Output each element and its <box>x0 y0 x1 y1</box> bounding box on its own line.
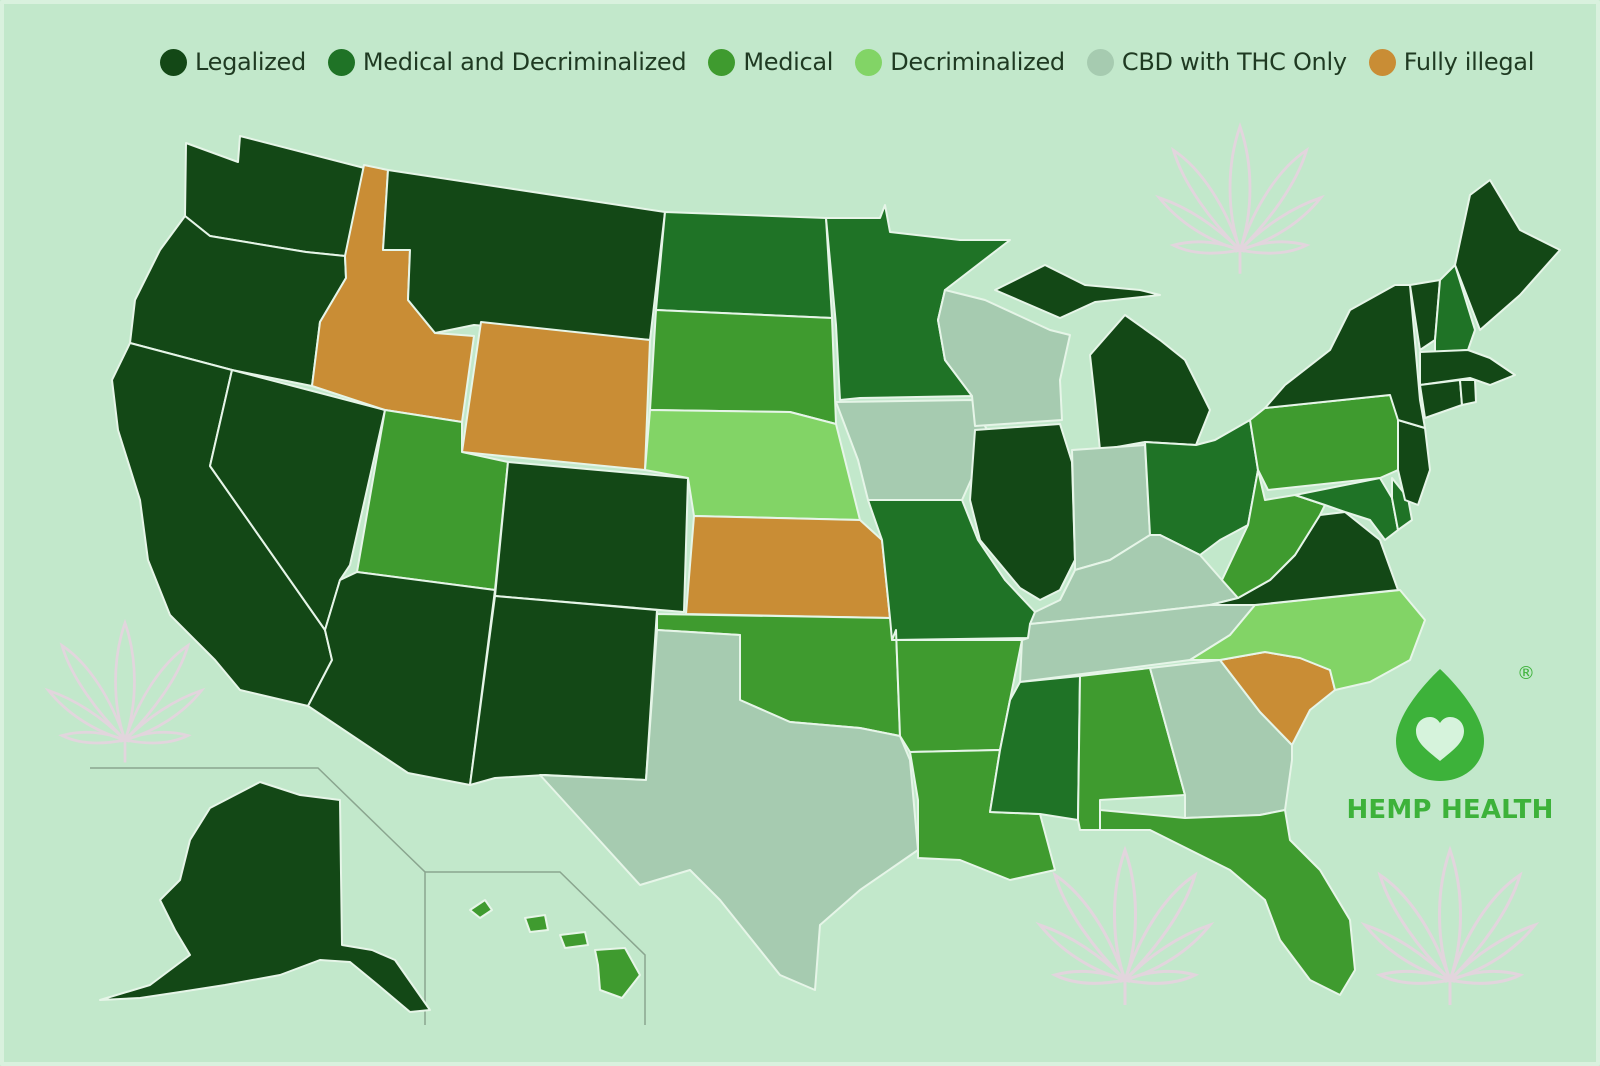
heart-drop-icon <box>1396 669 1484 781</box>
legend-swatch <box>327 48 355 76</box>
legend-label: Medical and Decriminalized <box>362 48 687 76</box>
hemp-leaf-icon <box>1157 125 1323 276</box>
legend-swatch <box>1368 48 1396 76</box>
legend-item-cbd-thc-only: CBD with THC Only <box>1086 48 1347 76</box>
state-illinois[interactable] <box>969 423 1076 601</box>
state-montana[interactable] <box>382 169 666 341</box>
legend-label: Medical <box>743 48 834 76</box>
inset-border <box>425 871 646 1025</box>
legend-label: Decriminalized <box>890 48 1065 76</box>
state-michigan[interactable] <box>994 264 1211 451</box>
hemp-leaf-icon <box>1038 848 1212 1007</box>
state-iowa[interactable] <box>835 399 991 501</box>
state-new-mexico[interactable] <box>469 595 658 786</box>
state-colorado[interactable] <box>494 461 689 613</box>
legend-label: Fully illegal <box>1403 48 1535 76</box>
legend-item-decriminalized: Decriminalized <box>855 48 1065 76</box>
state-kansas[interactable] <box>685 515 891 619</box>
state-connecticut[interactable] <box>1419 379 1463 419</box>
legend: Legalized Medical and Decriminalized Med… <box>160 42 1556 82</box>
legend-item-legalized: Legalized <box>160 48 306 76</box>
state-florida[interactable] <box>1099 809 1356 996</box>
state-arizona[interactable] <box>307 571 496 786</box>
legend-swatch <box>708 48 736 76</box>
state-alaska[interactable] <box>99 781 431 1013</box>
registered-mark: ® <box>1517 663 1535 684</box>
legend-swatch <box>1086 48 1114 76</box>
state-wisconsin[interactable] <box>937 289 1071 427</box>
brand-logo: ® HEMP HEALTH <box>1345 663 1555 835</box>
legend-label: Legalized <box>195 48 306 76</box>
legend-label: CBD with THC Only <box>1121 48 1347 76</box>
state-maryland[interactable] <box>1294 477 1399 541</box>
brand-name: HEMP HEALTH <box>1346 795 1554 825</box>
inset-border <box>90 767 426 1025</box>
state-rhode-island[interactable] <box>1459 379 1477 406</box>
legend-item-fully-illegal: Fully illegal <box>1368 48 1535 76</box>
hemp-leaf-icon <box>47 621 203 764</box>
hemp-leaf-icon <box>1363 848 1537 1007</box>
state-maine[interactable] <box>1454 179 1561 331</box>
state-new-jersey[interactable] <box>1397 419 1431 506</box>
legend-item-medical: Medical <box>708 48 833 76</box>
state-wyoming[interactable] <box>461 321 651 471</box>
state-hawaii[interactable] <box>469 899 641 999</box>
legend-item-medical-decriminalized: Medical and Decriminalized <box>327 48 687 76</box>
legend-swatch <box>160 48 187 76</box>
state-north-dakota[interactable] <box>655 211 833 319</box>
state-pennsylvania[interactable] <box>1249 394 1406 491</box>
legend-swatch <box>855 48 883 76</box>
state-south-dakota[interactable] <box>649 309 837 425</box>
state-texas[interactable] <box>539 629 919 991</box>
